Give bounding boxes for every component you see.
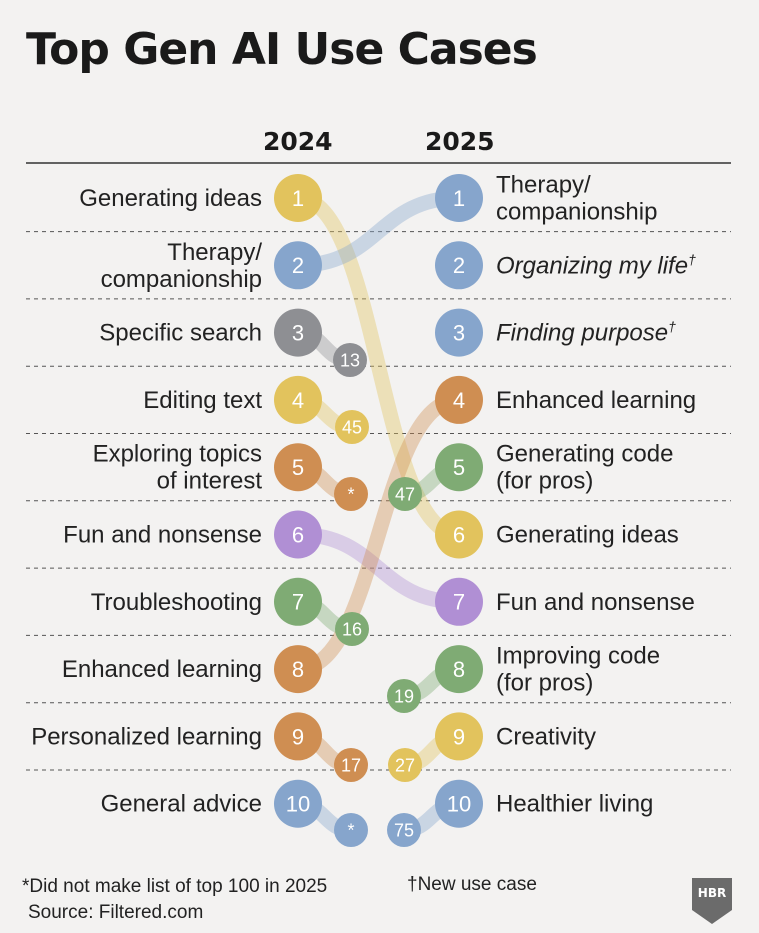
label-2024-2: Therapy/companionship bbox=[101, 239, 263, 293]
footnote-star: *Did not make list of top 100 in 2025 bbox=[22, 876, 328, 897]
svg-text:27: 27 bbox=[395, 755, 415, 775]
svg-text:19: 19 bbox=[394, 686, 414, 706]
node-2025-2: 2 bbox=[435, 241, 483, 290]
svg-text:16: 16 bbox=[342, 619, 362, 639]
node-2025rank-9: 17 bbox=[334, 748, 368, 782]
label-2025-3: Finding purpose† bbox=[496, 319, 676, 347]
year-label-2025: 2025 bbox=[425, 127, 495, 156]
svg-text:8: 8 bbox=[292, 657, 304, 682]
node-2025rank-10: * bbox=[334, 813, 368, 847]
svg-text:*: * bbox=[347, 820, 354, 840]
svg-text:4: 4 bbox=[453, 388, 465, 413]
label-2025-10: Healthier living bbox=[496, 791, 653, 818]
svg-text:10: 10 bbox=[286, 792, 310, 817]
hbr-logo: HBR bbox=[692, 878, 732, 924]
node-2025-3: 3 bbox=[435, 308, 483, 357]
node-2025-7: 7 bbox=[435, 577, 483, 626]
svg-text:75: 75 bbox=[394, 820, 414, 840]
node-2025-10: 10 bbox=[435, 779, 483, 828]
node-2024-7: 7 bbox=[274, 577, 322, 626]
label-2025-9: Creativity bbox=[496, 723, 596, 750]
label-2024-8: Enhanced learning bbox=[62, 656, 262, 683]
connectors bbox=[290, 190, 467, 838]
node-2025-1: 1 bbox=[435, 174, 483, 222]
svg-text:3: 3 bbox=[292, 321, 304, 346]
node-2024-9: 9 bbox=[274, 712, 322, 761]
label-2025-6: Generating ideas bbox=[496, 522, 679, 549]
svg-text:1: 1 bbox=[292, 186, 304, 211]
label-2025-8: Improving code (for pros) bbox=[496, 643, 660, 697]
label-2024-7: Troubleshooting bbox=[91, 589, 262, 616]
node-2025-6: 6 bbox=[435, 510, 483, 559]
node-2024-2: 2 bbox=[274, 241, 322, 290]
node-2024rank-9: 27 bbox=[388, 748, 422, 782]
node-2024rank-5: 47 bbox=[388, 477, 422, 511]
svg-text:5: 5 bbox=[292, 455, 304, 480]
node-2025rank-3: 13 bbox=[333, 343, 367, 377]
node-2025-8: 8 bbox=[435, 645, 483, 694]
connector-2 bbox=[290, 190, 467, 273]
node-2024-8: 8 bbox=[274, 645, 322, 694]
node-2024-4: 4 bbox=[274, 375, 322, 424]
label-2024-5: Exploring topics of interest bbox=[93, 441, 263, 495]
label-2025-5: Generating code (for pros) bbox=[496, 441, 673, 495]
node-2024-3: 3 bbox=[274, 308, 322, 357]
node-2024-6: 6 bbox=[274, 510, 322, 559]
node-2025rank-7: 16 bbox=[335, 612, 369, 646]
node-2025rank-4: 45 bbox=[335, 410, 369, 444]
label-2024-3: Specific search bbox=[99, 320, 262, 347]
svg-text:7: 7 bbox=[292, 590, 304, 615]
svg-text:6: 6 bbox=[453, 522, 465, 547]
svg-text:2: 2 bbox=[292, 253, 304, 278]
node-2025rank-5: * bbox=[334, 477, 368, 511]
label-2025-7: Fun and nonsense bbox=[496, 589, 695, 616]
node-2024rank-8: 19 bbox=[387, 679, 421, 713]
year-label-2024: 2024 bbox=[263, 127, 333, 156]
footnote: *Did not make list of top 100 in 2025 So… bbox=[22, 874, 327, 926]
bump-chart: 123134455*6716891710*1234547678199271075… bbox=[26, 162, 731, 847]
node-2024-10: 10 bbox=[274, 779, 322, 828]
label-2024-10: General advice bbox=[101, 791, 262, 818]
label-2024-9: Personalized learning bbox=[31, 723, 262, 750]
node-2025-9: 9 bbox=[435, 712, 483, 761]
labels: Generating ideas Therapy/companionship Spe… bbox=[31, 172, 696, 818]
node-2024-5: 5 bbox=[274, 443, 322, 492]
svg-text:9: 9 bbox=[453, 724, 465, 749]
svg-text:10: 10 bbox=[447, 792, 471, 817]
svg-text:5: 5 bbox=[453, 455, 465, 480]
node-2025-4: 4 bbox=[435, 375, 483, 424]
svg-text:8: 8 bbox=[453, 657, 465, 682]
svg-text:*: * bbox=[347, 484, 354, 504]
label-2025-2: Organizing my life† bbox=[496, 251, 696, 279]
svg-text:4: 4 bbox=[292, 388, 304, 413]
svg-text:HBR: HBR bbox=[698, 886, 726, 900]
node-2025-5: 5 bbox=[435, 443, 483, 492]
label-2024-6: Fun and nonsense bbox=[63, 522, 262, 549]
svg-text:7: 7 bbox=[453, 590, 465, 615]
svg-text:2: 2 bbox=[453, 253, 465, 278]
label-2025-1: Therapy/companionship bbox=[496, 172, 657, 226]
node-2024rank-10: 75 bbox=[387, 813, 421, 847]
svg-text:13: 13 bbox=[340, 350, 360, 370]
svg-text:47: 47 bbox=[395, 484, 415, 504]
svg-text:9: 9 bbox=[292, 724, 304, 749]
connector-6 bbox=[290, 527, 467, 610]
label-2025-4: Enhanced learning bbox=[496, 387, 696, 414]
footnote-source: Source: Filtered.com bbox=[28, 902, 204, 923]
node-2024-1: 1 bbox=[274, 174, 322, 222]
svg-text:6: 6 bbox=[292, 522, 304, 547]
svg-text:45: 45 bbox=[342, 417, 362, 437]
connector-8 bbox=[290, 392, 467, 677]
label-2024-4: Editing text bbox=[143, 387, 262, 414]
svg-text:3: 3 bbox=[453, 321, 465, 346]
chart-title: Top Gen AI Use Cases bbox=[26, 24, 538, 75]
svg-text:17: 17 bbox=[341, 755, 361, 775]
connector-1 bbox=[290, 190, 467, 542]
footnote-dagger: †New use case bbox=[407, 874, 537, 895]
label-2024-1: Generating ideas bbox=[79, 185, 262, 212]
svg-text:1: 1 bbox=[453, 186, 465, 211]
